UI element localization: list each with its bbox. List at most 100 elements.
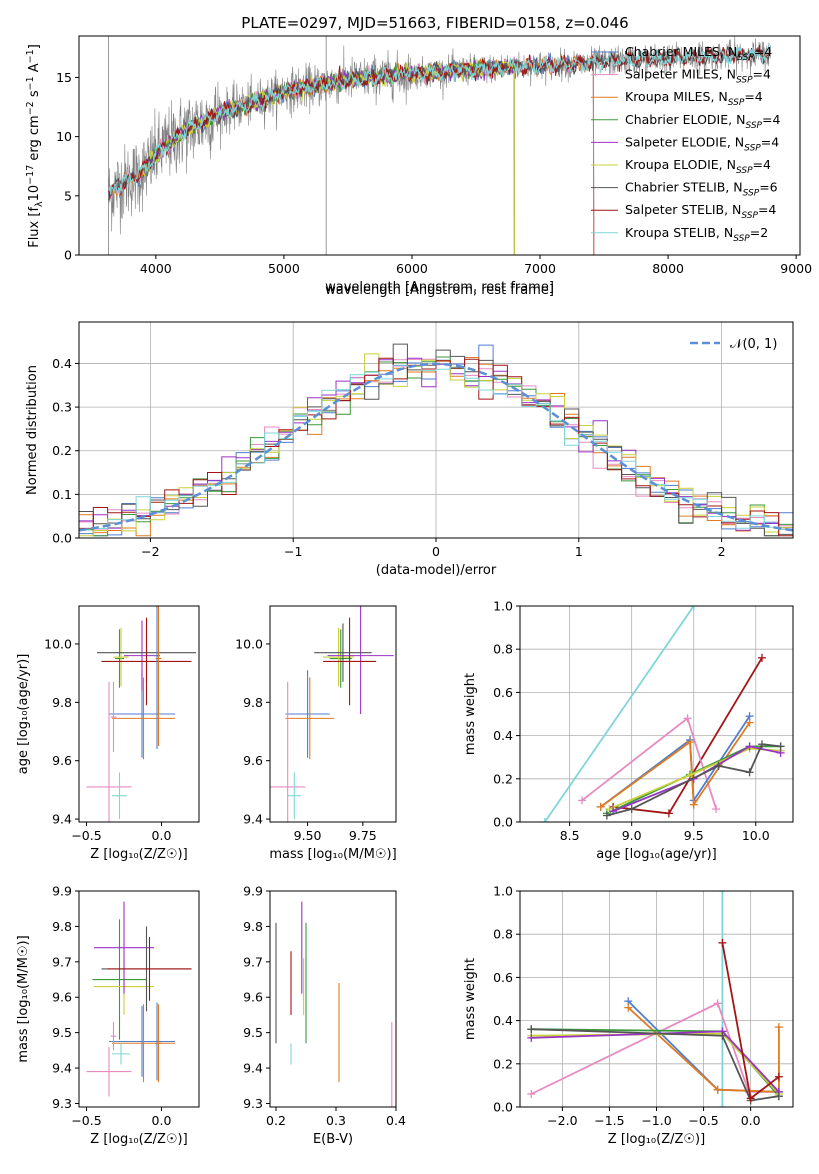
legend-suffix: =4 — [758, 202, 776, 217]
y-tick-label: 9.8 — [243, 695, 263, 710]
x-axis-label: wavelength [Angstrom, rest frame] — [325, 280, 554, 295]
x-axis-label: Z [log₁₀(Z/Z☉)] — [608, 1132, 705, 1147]
y-tick-label: 9.6 — [243, 753, 263, 768]
legend-label: Kroupa ELODIE, NSSP=4 — [625, 157, 771, 176]
x-axis-label: E(B-V) — [313, 1132, 353, 1147]
x-tick-label: 8.5 — [560, 828, 580, 843]
axes-frame — [78, 35, 801, 256]
y-tick-label: 9.9 — [243, 884, 263, 899]
legend-text: Chabrier STELIB, N — [625, 180, 743, 195]
legend-subscript: SSP — [743, 189, 760, 199]
plot-area — [270, 606, 394, 822]
age-vs-mass-panel: 9.50 9.75 9.4 9.6 9.8 10.0 mass [log₁₀(M/M☉)] — [235, 605, 397, 862]
y-tick-label: 9.5 — [243, 1025, 263, 1040]
weight-line-purple — [531, 1030, 780, 1093]
weight-vs-metallicity-panel: −2.0 −1.5 −1.0 −0.5 0.0 0.0 0.2 0.4 0.6 0.8 1.0 Z [… — [463, 884, 794, 1147]
legend-text: Salpeter STELIB, N — [625, 202, 741, 217]
legend-text: Chabrier MILES, N — [625, 44, 737, 59]
y-label-part: s — [27, 90, 42, 101]
x-tick-label: 0.4 — [386, 1113, 406, 1128]
y-tick-label: 0.2 — [52, 443, 72, 458]
y-label-part: λ — [34, 201, 45, 207]
age-vs-metallicity-panel: −0.5 0.0 9.4 9.6 9.8 10.0 Z [log₁₀(Z/Z☉)] age [… — [16, 605, 200, 862]
y-axis-label: mass weight — [463, 673, 478, 755]
y-tick-label: 0.4 — [52, 356, 72, 371]
y-tick-label: 0.0 — [493, 815, 513, 830]
y-tick-label: 0.2 — [493, 1056, 513, 1071]
weight-vs-age-panel: 8.5 9.0 9.5 10.0 0.0 0.2 0.4 0.6 0.8 1.0 age [log₁… — [463, 599, 794, 862]
y-tick-label: 9.4 — [243, 1061, 263, 1076]
x-tick-label: −0.5 — [688, 1113, 718, 1128]
plot-area — [86, 606, 196, 822]
legend-suffix: =4 — [744, 89, 762, 104]
legend-suffix: =4 — [753, 157, 771, 172]
x-tick-label: 9.5 — [684, 828, 704, 843]
y-tick-label: 10.0 — [44, 636, 72, 651]
x-tick-label: 6000 — [396, 261, 428, 276]
y-tick-label: 9.6 — [243, 990, 263, 1005]
y-tick-label: 5 — [64, 188, 72, 203]
x-tick-label: 9.50 — [294, 828, 322, 843]
y-axis-label: mass weight — [463, 958, 478, 1040]
spectrum-title: PLATE=0297, MJD=51663, FIBERID=0158, z=0… — [241, 14, 628, 32]
legend-subscript: SSP — [745, 121, 762, 131]
y-tick-label: 9.4 — [52, 812, 72, 827]
weight-line-green — [606, 745, 781, 815]
y-tick-label: 1.0 — [493, 599, 513, 614]
legend-label: 𝒩(0, 1) — [730, 337, 777, 352]
y-tick-label: 9.3 — [52, 1096, 72, 1111]
y-tick-label: 9.8 — [243, 919, 263, 934]
x-tick-label: 7000 — [524, 261, 556, 276]
x-axis-label: mass [log₁₀(M/M☉)] — [269, 847, 396, 862]
legend-label: Salpeter ELODIE, NSSP=4 — [625, 134, 779, 153]
mass-vs-metallicity-panel: −0.5 0.0 9.3 9.4 9.5 9.6 9.7 9.8 9.9 Z [log₁₀(Z/Z… — [16, 884, 200, 1147]
x-tick-label: 9.75 — [349, 828, 377, 843]
y-tick-label: 0.8 — [493, 642, 513, 657]
x-tick-label: 8000 — [652, 261, 684, 276]
y-tick-label: 9.8 — [52, 695, 72, 710]
x-axis-label: Z [log₁₀(Z/Z☉)] — [90, 1132, 187, 1147]
y-tick-label: 9.4 — [52, 1061, 72, 1076]
y-tick-label: 9.4 — [243, 812, 263, 827]
y-tick-label: 10 — [56, 129, 72, 144]
y-tick-label: 0.4 — [493, 1013, 513, 1028]
legend-label: Salpeter STELIB, NSSP=4 — [625, 202, 776, 221]
x-axis-label: (data-model)/error — [376, 563, 497, 578]
legend-label: Chabrier STELIB, NSSP=6 — [625, 180, 778, 199]
x-tick-label: 2 — [718, 544, 726, 559]
legend-suffix: =4 — [754, 44, 772, 59]
legend-suffix: =4 — [753, 67, 771, 82]
y-tick-label: 9.5 — [52, 1025, 72, 1040]
y-label-part: erg cm — [27, 115, 42, 164]
y-axis-label: mass [log₁₀(M/M☉)] — [16, 935, 31, 1062]
residual-histogram-panel: −2 −1 0 1 2 0.0 0.1 0.2 0.3 0.4 (data-model)/error… — [25, 321, 794, 578]
normal-distribution-curve — [79, 362, 793, 532]
y-tick-label: 10.0 — [235, 636, 263, 651]
plot-area — [86, 901, 192, 1097]
axes-frame — [269, 890, 397, 1108]
y-label-part: −1 — [25, 49, 36, 63]
y-tick-label: 0.6 — [493, 970, 513, 985]
x-tick-label: 9000 — [780, 261, 812, 276]
plot-area — [540, 606, 785, 822]
model-spectrum-cyan — [108, 44, 771, 195]
x-tick-label: 0.2 — [266, 1113, 286, 1128]
y-axis-label: Normed distribution — [25, 365, 40, 495]
x-tick-label: 9.0 — [622, 828, 642, 843]
legend-subscript: SSP — [728, 98, 745, 108]
y-tick-label: 0.0 — [52, 531, 72, 546]
y-tick-label: 9.3 — [243, 1096, 263, 1111]
legend-subscript: SSP — [736, 166, 753, 176]
y-tick-label: 9.8 — [52, 919, 72, 934]
x-tick-label: −1 — [284, 544, 302, 559]
legend-subscript: SSP — [741, 211, 758, 221]
x-tick-label: 0.0 — [152, 828, 172, 843]
y-tick-label: 0.0 — [493, 1100, 513, 1115]
y-label-part: Flux [f — [27, 207, 42, 248]
x-axis-label: wavelength [Angstrom, rest frame] — [325, 283, 554, 298]
x-tick-label: 10.0 — [742, 828, 770, 843]
y-tick-label: 0.8 — [493, 927, 513, 942]
grid-lines — [520, 890, 793, 1108]
x-tick-label: 0 — [432, 544, 440, 559]
